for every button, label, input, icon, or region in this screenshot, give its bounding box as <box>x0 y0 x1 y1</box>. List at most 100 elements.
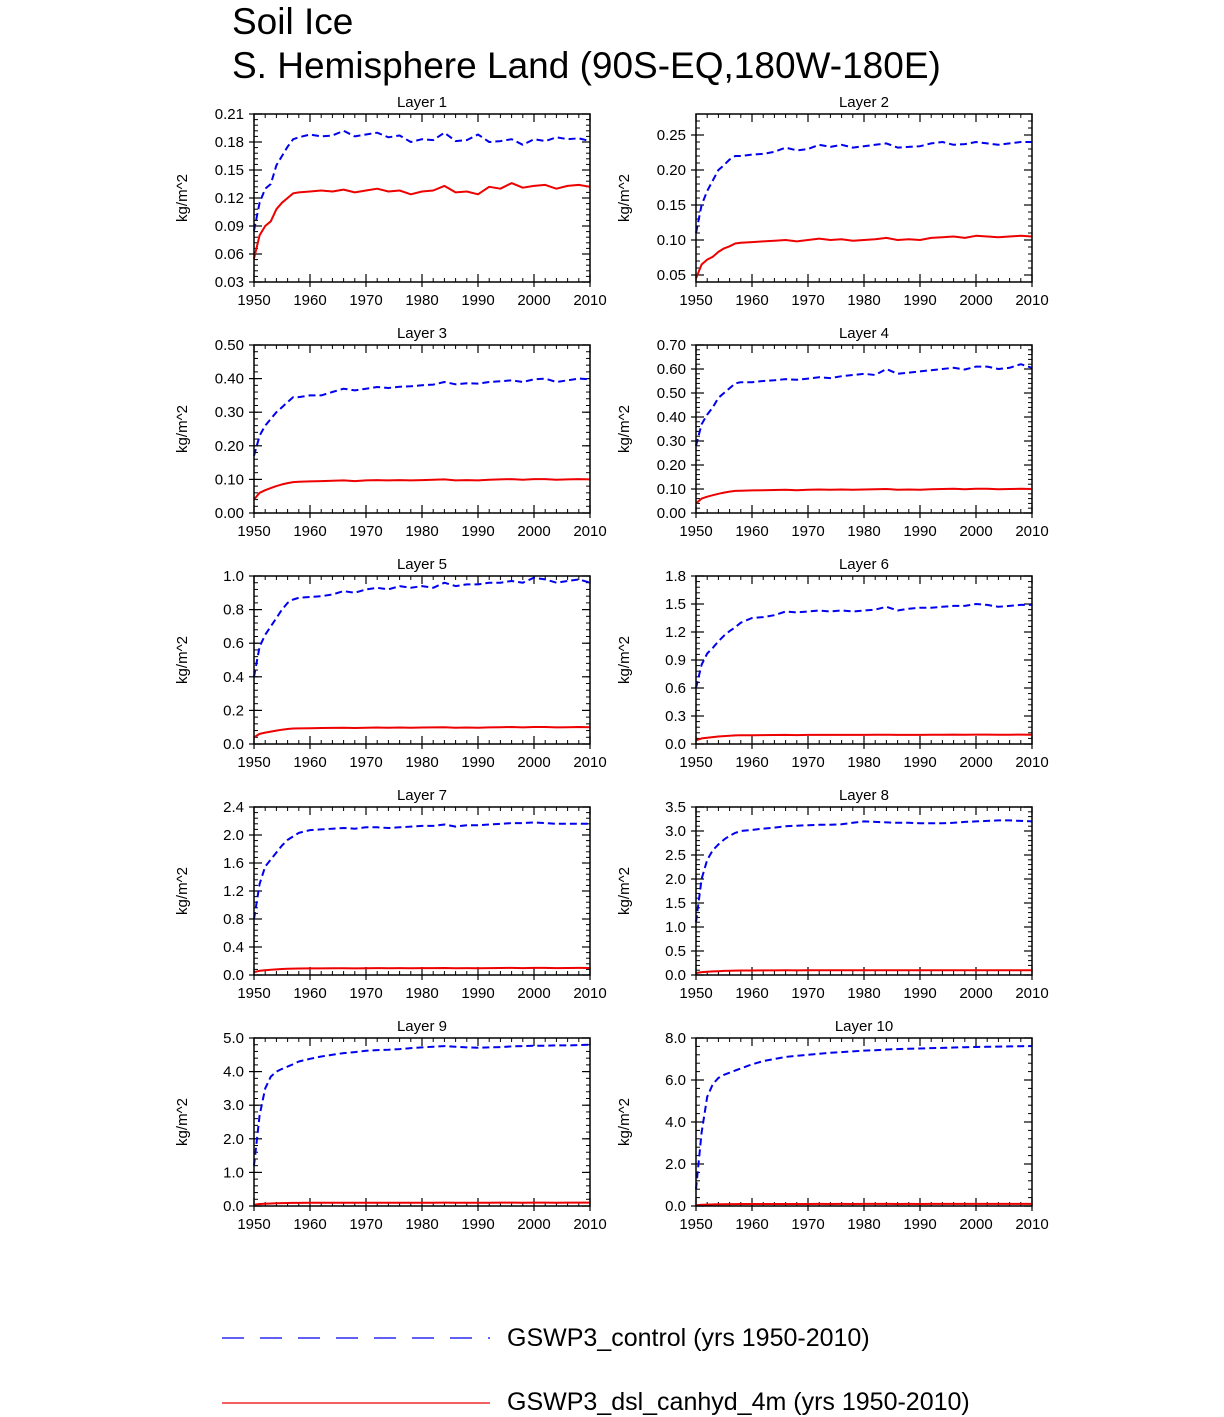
x-tick-label: 1950 <box>237 292 270 309</box>
y-tick-label: 1.5 <box>665 596 686 613</box>
x-tick-label: 2010 <box>573 985 606 1002</box>
y-tick-label: 0.70 <box>657 337 686 354</box>
y-tick-label: 0.0 <box>665 1198 686 1215</box>
y-axis-label: kg/m^2 <box>616 174 633 222</box>
x-tick-label: 1950 <box>679 1216 712 1233</box>
plot-frame <box>253 806 591 976</box>
x-tick-label: 1950 <box>679 292 712 309</box>
y-tick-label: 0.50 <box>215 337 244 354</box>
y-tick-label: 3.5 <box>665 799 686 816</box>
x-tick-label: 2010 <box>1015 754 1048 771</box>
plot-frame <box>253 575 591 745</box>
panel-title: Layer 10 <box>835 1018 893 1035</box>
panel-title: Layer 3 <box>397 325 447 342</box>
x-tick-label: 2010 <box>573 1216 606 1233</box>
x-tick-label: 2000 <box>517 292 550 309</box>
y-tick-label: 1.0 <box>223 568 244 585</box>
x-tick-label: 1990 <box>461 985 494 1002</box>
x-tick-label: 2000 <box>959 292 992 309</box>
y-tick-label: 4.0 <box>223 1064 244 1081</box>
y-tick-label: 0.15 <box>657 197 686 214</box>
x-tick-label: 1990 <box>461 292 494 309</box>
panel-title: Layer 8 <box>839 787 889 804</box>
y-tick-label: 0.10 <box>657 481 686 498</box>
y-tick-label: 0.00 <box>657 505 686 522</box>
series-line-experiment <box>253 182 591 259</box>
y-tick-label: 3.0 <box>665 823 686 840</box>
x-tick-label: 2000 <box>959 1216 992 1233</box>
plot-frame <box>695 1037 1033 1207</box>
y-tick-label: 1.8 <box>665 568 686 585</box>
x-tick-label: 1950 <box>679 754 712 771</box>
x-tick-label: 1950 <box>679 985 712 1002</box>
x-tick-label: 2000 <box>517 1216 550 1233</box>
chart-title: Soil Ice <box>232 1 354 42</box>
series-line-control <box>253 377 591 457</box>
y-tick-label: 0.0 <box>665 967 686 984</box>
x-tick-label: 1980 <box>847 292 880 309</box>
panel-title: Layer 6 <box>839 556 889 573</box>
panel-title: Layer 7 <box>397 787 447 804</box>
y-tick-label: 5.0 <box>223 1030 244 1047</box>
x-tick-label: 1980 <box>405 292 438 309</box>
y-tick-label: 0.03 <box>215 274 244 291</box>
panel-layer-9: Layer 9 kg/m^2 1950 1960 1970 1980 1990 2000 201… <box>174 1018 607 1233</box>
y-tick-label: 0.05 <box>657 267 686 284</box>
y-tick-label: 1.0 <box>223 1164 244 1181</box>
panel-title: Layer 2 <box>839 94 889 111</box>
y-tick-label: 1.0 <box>665 919 686 936</box>
x-tick-label: 1960 <box>293 523 326 540</box>
series-line-control <box>695 141 1032 234</box>
y-axis-label: kg/m^2 <box>616 405 633 453</box>
legend-label-control: GSWP3_control (yrs 1950-2010) <box>507 1324 870 1352</box>
y-tick-label: 1.2 <box>665 624 686 641</box>
y-tick-label: 1.5 <box>665 895 686 912</box>
plot-frame <box>695 806 1033 976</box>
x-tick-label: 2000 <box>517 754 550 771</box>
x-tick-label: 1980 <box>847 1216 880 1233</box>
y-axis-label: kg/m^2 <box>174 867 191 915</box>
y-tick-label: 0.10 <box>215 471 244 488</box>
y-tick-label: 0.09 <box>215 218 244 235</box>
x-tick-label: 1970 <box>791 523 824 540</box>
x-tick-label: 1960 <box>735 754 768 771</box>
y-tick-label: 3.0 <box>223 1097 244 1114</box>
x-tick-label: 1970 <box>349 292 382 309</box>
x-tick-label: 1990 <box>903 523 936 540</box>
x-tick-label: 1980 <box>405 1216 438 1233</box>
y-tick-label: 0.25 <box>657 127 686 144</box>
x-tick-label: 1990 <box>461 1216 494 1233</box>
y-tick-label: 0.10 <box>657 232 686 249</box>
x-tick-label: 2000 <box>517 985 550 1002</box>
series-line-control <box>253 576 591 677</box>
x-tick-label: 1960 <box>293 1216 326 1233</box>
panel-layer-6: Layer 6 kg/m^2 1950 1960 1970 1980 1990 2000 201… <box>616 556 1049 771</box>
panel-title: Layer 4 <box>839 325 889 342</box>
x-tick-label: 1950 <box>237 985 270 1002</box>
y-tick-label: 0.6 <box>223 635 244 652</box>
x-tick-label: 1960 <box>735 523 768 540</box>
panel-title: Layer 5 <box>397 556 447 573</box>
series-line-experiment <box>253 726 591 739</box>
y-axis-label: kg/m^2 <box>174 636 191 684</box>
x-tick-label: 2010 <box>573 292 606 309</box>
x-tick-label: 2010 <box>573 754 606 771</box>
x-tick-label: 1960 <box>293 985 326 1002</box>
x-tick-label: 1980 <box>405 523 438 540</box>
x-tick-label: 2000 <box>959 754 992 771</box>
x-tick-label: 1980 <box>847 985 880 1002</box>
y-axis-label: kg/m^2 <box>174 174 191 222</box>
y-axis-label: kg/m^2 <box>616 867 633 915</box>
x-tick-label: 2010 <box>1015 1216 1048 1233</box>
y-tick-label: 0.60 <box>657 361 686 378</box>
series-line-control <box>695 603 1032 689</box>
plot-frame <box>253 344 591 514</box>
y-tick-label: 0.0 <box>665 736 686 753</box>
y-tick-label: 0.20 <box>657 457 686 474</box>
plot-frame <box>253 1037 591 1207</box>
x-tick-label: 1950 <box>237 1216 270 1233</box>
y-axis-label: kg/m^2 <box>174 405 191 453</box>
x-tick-label: 1960 <box>293 754 326 771</box>
x-tick-label: 1980 <box>847 754 880 771</box>
panel-layer-3: Layer 3 kg/m^2 1950 1960 1970 1980 1990 2000 201… <box>174 325 607 540</box>
